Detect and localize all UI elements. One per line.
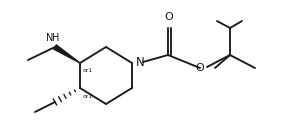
Text: O: O <box>165 12 173 22</box>
Polygon shape <box>54 45 80 63</box>
Text: or1: or1 <box>83 94 93 98</box>
Text: N: N <box>136 55 145 69</box>
Text: H: H <box>52 33 59 43</box>
Text: or1: or1 <box>83 69 93 73</box>
Text: O: O <box>196 63 204 73</box>
Text: N: N <box>46 33 53 43</box>
